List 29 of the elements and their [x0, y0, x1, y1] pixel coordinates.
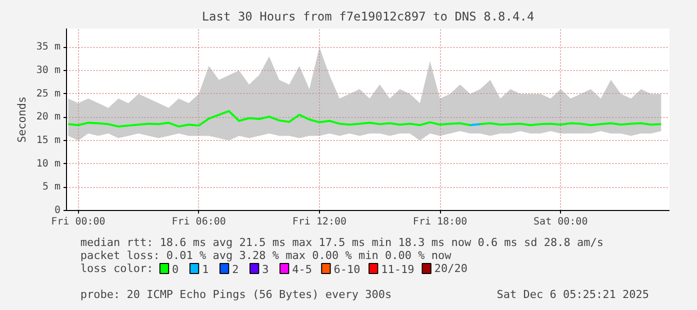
- legend-label: 11-19: [381, 263, 414, 276]
- legend-label: 3: [262, 263, 269, 276]
- legend-title: loss color:: [80, 262, 154, 275]
- x-tick-label: Fri 18:00: [412, 216, 468, 228]
- y-axis-title: Seconds: [15, 96, 28, 143]
- text: Sat Dec 6 05:25:21 2025: [496, 288, 650, 301]
- y-tick-label: 15 m: [36, 135, 61, 146]
- legend-label: 6-10: [334, 263, 360, 276]
- chart-title: Last 30 Hours from f7e19012c897 to DNS 8.8.4.4: [202, 10, 534, 24]
- text: probe: 20 ICMP Echo Pings (56 Bytes) every 300s: [80, 288, 392, 301]
- y-tick-label: 30 m: [36, 65, 61, 76]
- x-tick-label: Fri 12:00: [292, 216, 347, 228]
- legend-label: 1: [202, 263, 209, 276]
- y-tick-label: 0: [54, 205, 61, 216]
- y-tick-label: 20 m: [36, 112, 61, 123]
- text: median rtt: 18.6 ms avg 21.5 ms max 17.5 ms min 18.3 ms now 0.6 ms sd 28.8 am/s: [80, 236, 604, 249]
- legend-label: 0: [172, 263, 179, 276]
- x-tick-label: Sat 00:00: [534, 216, 588, 228]
- x-tick-label: Fri 06:00: [172, 216, 226, 228]
- text: packet loss: 0.01 % avg 3.28 % max 0.00 % min 0.00 % now: [80, 249, 452, 262]
- legend-label: 4-5: [292, 263, 312, 276]
- y-tick-label: 25 m: [36, 88, 61, 100]
- y-tick-label: 5 m: [42, 182, 60, 193]
- y-tick-label: 35 m: [36, 42, 61, 53]
- legend-label: 20/20: [434, 262, 468, 275]
- legend-label: 2: [232, 263, 239, 276]
- line-series: [67, 110, 662, 128]
- y-tick-label: 10 m: [36, 158, 61, 170]
- x-tick-label: Fri 00:00: [51, 216, 106, 228]
